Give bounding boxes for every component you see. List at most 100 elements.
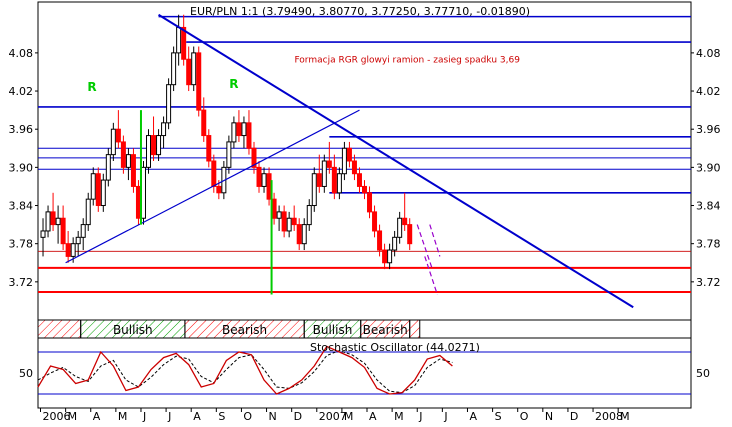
candle-body — [346, 147, 352, 162]
x-tick-label: M — [118, 410, 128, 423]
x-tick-label: O — [243, 410, 252, 423]
main-panel-frame — [37, 1, 692, 321]
y-tick-label-right: 4.02 — [696, 85, 721, 98]
candle-body — [236, 122, 242, 137]
y-tick-label-left: 3.96 — [9, 123, 34, 136]
x-tick-label: 2006 — [43, 410, 71, 423]
x-tick-label: S — [218, 410, 225, 423]
stochastic-panel: 50 50 — [19, 345, 710, 395]
dashed-projection — [416, 224, 441, 295]
candle-body — [266, 173, 272, 200]
candle-body — [140, 166, 146, 219]
candle-body — [201, 109, 207, 137]
y-tick-label-right: 4.08 — [696, 47, 721, 60]
x-tick-label: M — [68, 410, 78, 423]
band-label: Bearish — [363, 323, 408, 337]
candle-body — [191, 52, 197, 86]
y-tick-label-left: 4.08 — [9, 47, 34, 60]
candle-body — [246, 122, 252, 149]
candle-body — [331, 166, 337, 194]
candle-body — [241, 122, 247, 137]
candle-body — [372, 211, 378, 232]
y-tick-label-right: 3.96 — [696, 123, 721, 136]
candle-body — [301, 224, 307, 245]
candle-body — [75, 236, 81, 245]
stoch-panel-frame — [37, 337, 692, 409]
candle-body — [50, 211, 56, 226]
x-tick-label: A — [369, 410, 377, 423]
y-tick-label-left: 3.90 — [9, 161, 34, 174]
candle-body — [90, 173, 96, 200]
y-axis-ticks: 4.08 4.08 4.02 4.02 3.96 3.96 3.90 3.90 3.84 3.84… — [9, 47, 721, 289]
candle-body — [402, 217, 408, 226]
x-tick-label: 2007 — [319, 410, 347, 423]
stoch-d-line — [37, 350, 453, 394]
candle-body — [226, 141, 232, 168]
candle-body — [296, 224, 302, 245]
trendline-neckline — [65, 109, 360, 264]
band-label: Bullish — [113, 323, 153, 337]
candle-body — [161, 122, 167, 137]
candle-body — [397, 217, 403, 238]
candle-body — [256, 166, 262, 187]
candle-body — [291, 217, 297, 226]
candle-body — [377, 230, 383, 251]
candle-body — [70, 243, 76, 257]
candle-body — [341, 147, 347, 175]
candle-body — [110, 128, 116, 156]
candle-body — [40, 230, 46, 238]
candle-body — [271, 198, 277, 219]
band-segment — [37, 319, 82, 339]
candle-body — [120, 141, 126, 168]
candle-body — [95, 173, 101, 207]
y-tick-label-left: 3.84 — [9, 200, 34, 213]
candle-body — [316, 173, 322, 187]
y-tick-label-left: 3.72 — [9, 276, 34, 289]
x-tick-label: N — [545, 410, 553, 423]
candle-body — [196, 52, 202, 111]
stoch-k-line — [37, 345, 453, 395]
candles — [40, 14, 413, 270]
candle-body — [176, 26, 182, 54]
candle-body — [146, 135, 152, 168]
candle-body — [151, 135, 157, 156]
candle-body — [261, 173, 267, 187]
bands: Bullish Bearish Bullish Bearish — [37, 319, 421, 339]
x-tick-label: J — [443, 410, 447, 423]
x-tick-label: M — [344, 410, 354, 423]
candle-body — [326, 160, 332, 168]
x-tick-label: A — [469, 410, 477, 423]
candle-body — [85, 198, 91, 226]
candle-body — [231, 122, 237, 143]
candle-body — [251, 147, 257, 168]
candle-body — [356, 173, 362, 187]
candle-body — [55, 217, 61, 226]
candle-body — [306, 205, 312, 226]
candle-body — [216, 185, 222, 194]
candle-body — [286, 217, 292, 232]
y-tick-label-right: 3.84 — [696, 200, 721, 213]
band-label: Bearish — [222, 323, 267, 337]
x-tick-label: J — [418, 410, 422, 423]
band-segment — [409, 319, 421, 339]
stoch-tick-right: 50 — [696, 367, 710, 380]
candle-body — [276, 211, 282, 219]
candle-body — [80, 224, 86, 238]
candle-body — [321, 160, 327, 187]
stochastic-title: Stochastic Oscillator (44.0271) — [310, 341, 480, 354]
band-label: Bullish — [313, 323, 353, 337]
candle-body — [336, 173, 342, 194]
trendlines — [65, 13, 634, 309]
pattern-letter: R — [229, 77, 238, 91]
candle-body — [125, 154, 131, 168]
candle-body — [407, 224, 413, 245]
x-tick-label: S — [495, 410, 502, 423]
candle-body — [211, 160, 217, 187]
candle-body — [206, 135, 212, 162]
candle-body — [281, 211, 287, 232]
x-tick-label: M — [620, 410, 630, 423]
pattern-letter: R — [87, 80, 96, 94]
